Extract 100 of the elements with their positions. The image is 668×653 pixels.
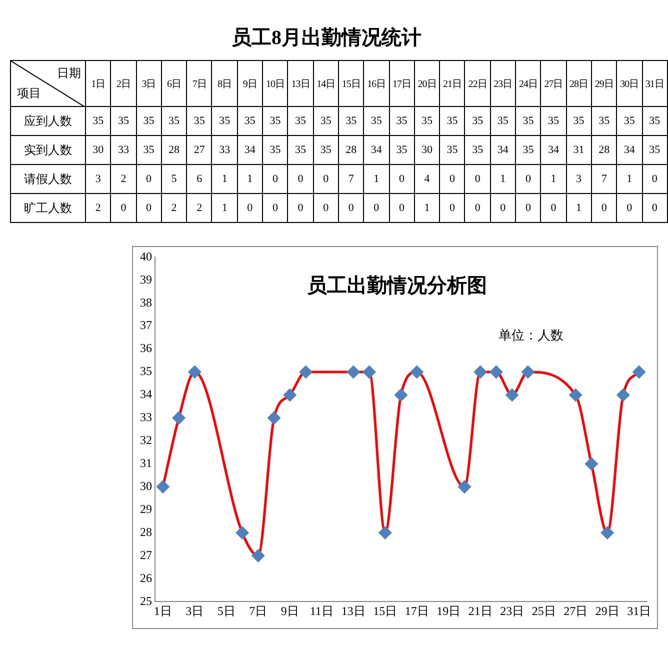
x-tick-label: 27日 — [540, 60, 566, 106]
data-label: 28 — [161, 136, 187, 164]
x-tick-label: 29日 — [595, 604, 620, 618]
x-tick-label: 7日 — [186, 60, 212, 106]
x-tick-label: 3日 — [186, 604, 204, 618]
data-label: 0 — [313, 194, 338, 222]
data-label: 1 — [414, 194, 440, 222]
x-tick-label: 23日 — [500, 604, 524, 618]
x-tick-label: 14日 — [313, 60, 338, 106]
data-label: 28 — [338, 136, 364, 164]
y-tick-label: 40 — [140, 249, 152, 264]
x-tick-label: 6日 — [161, 60, 187, 106]
y-tick-label: 35 — [140, 364, 152, 378]
data-label: 35 — [464, 136, 490, 164]
x-tick-label: 11日 — [310, 604, 334, 618]
y-tick-label: 36 — [140, 341, 152, 356]
data-label: 35 — [338, 106, 364, 136]
data-label: 34 — [364, 136, 390, 164]
data-label: 1 — [616, 164, 642, 194]
data-label: 35 — [364, 106, 390, 136]
y-tick-label: 28 — [140, 524, 152, 539]
data-label: 0 — [540, 194, 566, 222]
x-tick-label: 17日 — [389, 60, 414, 106]
y-tick-label: 33 — [140, 410, 152, 424]
data-label: 0 — [642, 164, 668, 194]
y-tick-label: 37 — [140, 318, 152, 332]
y-tick-label: 30 — [140, 478, 152, 493]
data-label: 35 — [186, 106, 212, 136]
data-label: 30 — [414, 136, 440, 164]
data-label: 34 — [490, 136, 516, 164]
data-label: 1 — [540, 164, 566, 194]
data-label: 0 — [389, 194, 414, 222]
data-label: 0 — [136, 164, 162, 194]
data-label: 0 — [288, 194, 314, 222]
data-label: 2 — [86, 194, 111, 222]
x-tick-label: 16日 — [364, 60, 390, 106]
data-label: 7 — [338, 164, 364, 194]
x-tick-label: 13日 — [341, 604, 366, 618]
data-label: 0 — [591, 194, 617, 222]
x-tick-label: 20日 — [414, 60, 440, 106]
data-label: 0 — [136, 194, 162, 222]
y-tick-label: 31 — [140, 456, 152, 470]
data-label: 35 — [440, 106, 465, 136]
x-tick-label: 24日 — [516, 60, 541, 106]
y-axis-title: 项目 — [17, 85, 41, 102]
data-label: 35 — [591, 106, 617, 136]
x-tick-label: 5日 — [217, 604, 236, 618]
data-label: 34 — [237, 136, 263, 164]
x-tick-label: 10日 — [262, 60, 288, 106]
data-label: 34 — [540, 136, 566, 164]
x-tick-label: 22日 — [464, 60, 490, 106]
y-tick-label: 应到人数 — [10, 106, 86, 136]
x-tick-label: 25日 — [532, 604, 556, 618]
x-tick-label: 1日 — [86, 60, 111, 106]
y-tick-label: 26 — [140, 570, 152, 585]
data-label: 1 — [237, 164, 263, 194]
data-label: 35 — [642, 136, 668, 164]
x-tick-label: 29日 — [591, 60, 617, 106]
data-label: 35 — [616, 106, 642, 136]
data-label: 35 — [161, 106, 187, 136]
data-label: 0 — [338, 194, 364, 222]
data-label: 31 — [566, 136, 592, 164]
data-label: 0 — [313, 164, 338, 194]
annotation: 单位：人数 — [498, 327, 564, 342]
data-label: 35 — [313, 106, 338, 136]
data-label: 27 — [186, 136, 212, 164]
x-tick-label: 17日 — [404, 604, 429, 618]
data-label: 35 — [262, 106, 288, 136]
data-label: 7 — [591, 164, 617, 194]
y-tick-label: 25 — [140, 594, 152, 608]
y-tick-label: 旷工人数 — [10, 194, 86, 222]
data-label: 1 — [566, 194, 592, 222]
x-tick-label: 9日 — [280, 604, 299, 618]
data-label: 35 — [540, 106, 566, 136]
data-label: 35 — [237, 106, 263, 136]
x-tick-label: 13日 — [288, 60, 314, 106]
text: 员工出勤情况分析图 — [307, 275, 487, 298]
x-tick-label: 30日 — [616, 60, 642, 106]
y-tick-label: 29 — [140, 502, 152, 516]
data-label: 0 — [490, 194, 516, 222]
data-label: 35 — [262, 136, 288, 164]
y-tick-label: 27 — [140, 548, 152, 562]
y-tick-label: 实到人数 — [10, 136, 86, 164]
data-label: 34 — [616, 136, 642, 164]
y-tick-label: 38 — [140, 295, 152, 310]
x-tick-label: 27日 — [564, 604, 588, 618]
x-tick-label: 21日 — [468, 604, 492, 618]
data-label: 0 — [516, 194, 541, 222]
data-label: 1 — [212, 164, 238, 194]
data-label: 0 — [364, 194, 390, 222]
x-tick-label: 15日 — [373, 604, 398, 618]
chart-title: 员工8月出勤情况统计 — [230, 26, 422, 51]
data-label: 35 — [440, 136, 465, 164]
x-tick-label: 23日 — [490, 60, 516, 106]
x-tick-label: 15日 — [338, 60, 364, 106]
x-tick-label: 19日 — [436, 604, 461, 618]
data-label: 35 — [516, 136, 541, 164]
data-label: 0 — [642, 194, 668, 222]
x-tick-label: 1日 — [154, 604, 172, 618]
data-label: 3 — [86, 164, 111, 194]
